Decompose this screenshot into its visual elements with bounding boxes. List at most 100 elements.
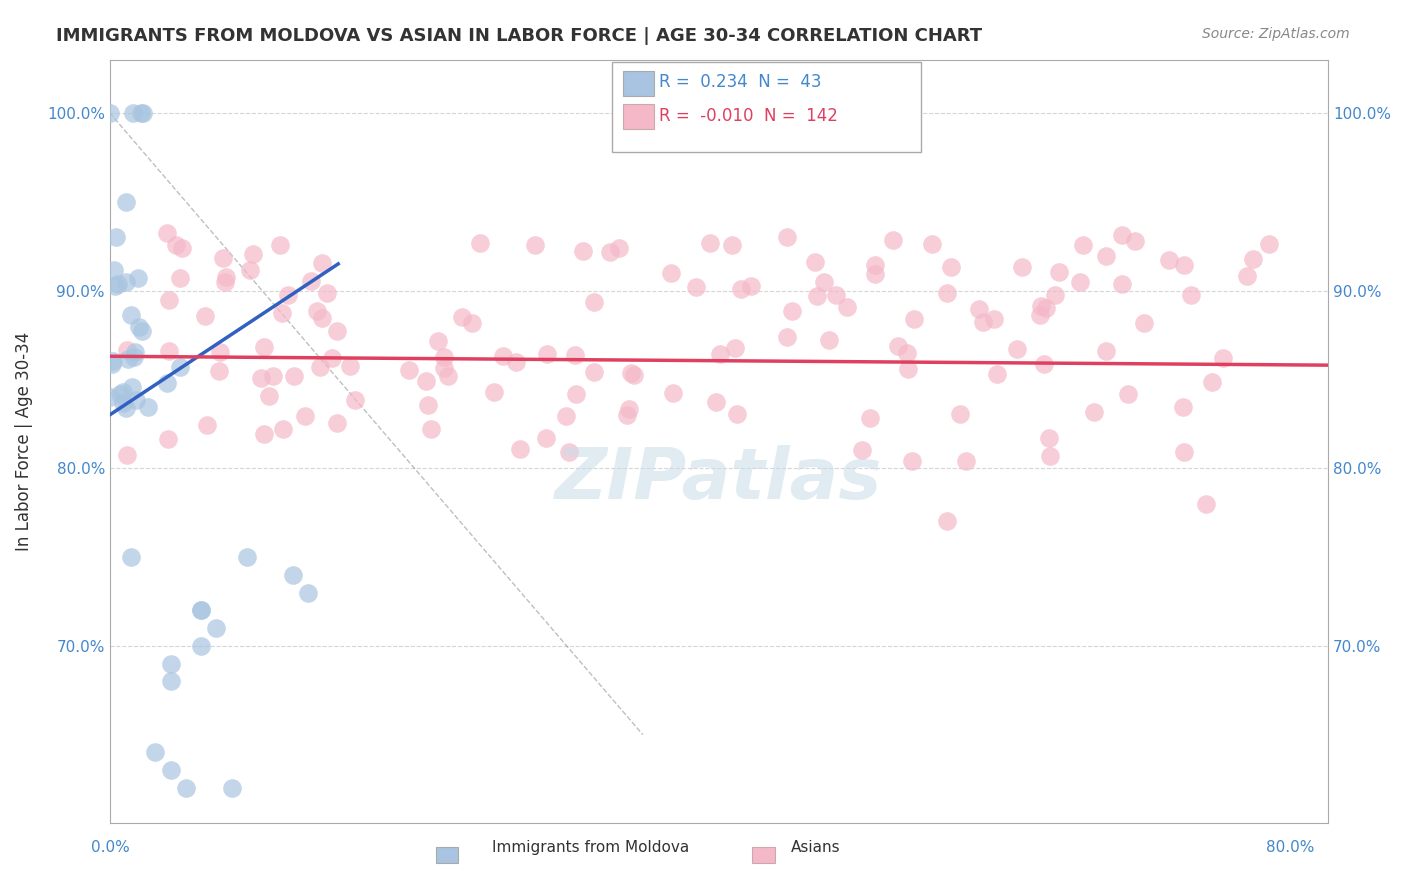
Point [104, 279, 127, 293]
Point [776, 230, 799, 244]
Point [607, 241, 630, 255]
Point [124, 345, 146, 359]
Point [398, 362, 420, 376]
Point [252, 427, 274, 442]
Point [114, 194, 136, 209]
Point [936, 515, 959, 529]
Point [620, 366, 643, 380]
Point [730, 282, 752, 296]
Text: Source: ZipAtlas.com: Source: ZipAtlas.com [1202, 27, 1350, 41]
Point [433, 350, 456, 364]
Point [1173, 445, 1195, 459]
Point [1212, 351, 1234, 365]
Point [863, 268, 886, 282]
Point [208, 345, 231, 359]
Point [1035, 301, 1057, 315]
Point [205, 621, 228, 635]
Point [1173, 258, 1195, 272]
Point [172, 242, 194, 256]
Point [972, 314, 994, 328]
Point [1123, 234, 1146, 248]
Point [415, 374, 437, 388]
Point [859, 410, 882, 425]
Point [437, 369, 460, 384]
Point [817, 333, 839, 347]
Point [1073, 238, 1095, 252]
Point [565, 386, 588, 401]
Point [326, 416, 349, 430]
Point [339, 359, 361, 373]
Point [101, 357, 124, 371]
Point [903, 312, 925, 326]
Point [121, 380, 143, 394]
Point [281, 567, 304, 582]
Point [983, 311, 1005, 326]
Point [699, 235, 721, 250]
Point [156, 433, 179, 447]
Point [1011, 260, 1033, 274]
Point [132, 106, 155, 120]
Point [492, 349, 515, 363]
Point [311, 310, 333, 325]
Point [851, 443, 873, 458]
Point [1069, 275, 1091, 289]
Point [461, 316, 484, 330]
Text: R =  -0.010  N =  142: R = -0.010 N = 142 [659, 107, 838, 125]
Point [523, 237, 546, 252]
Point [110, 387, 132, 401]
Point [309, 360, 332, 375]
Point [509, 442, 531, 456]
Point [725, 408, 748, 422]
Point [194, 310, 217, 324]
Point [159, 657, 181, 671]
Point [145, 746, 167, 760]
Point [616, 408, 638, 422]
Point [115, 276, 138, 290]
Point [901, 454, 924, 468]
Point [159, 674, 181, 689]
Point [740, 278, 762, 293]
Point [1111, 277, 1133, 292]
Point [111, 396, 134, 410]
Point [619, 402, 641, 417]
Point [955, 454, 977, 468]
Point [159, 763, 181, 777]
Point [270, 306, 292, 320]
Point [1007, 342, 1029, 356]
Point [1038, 431, 1060, 445]
Point [564, 348, 586, 362]
Point [1043, 288, 1066, 302]
Point [706, 394, 728, 409]
Point [321, 351, 343, 365]
Point [583, 365, 606, 379]
Point [1029, 308, 1052, 322]
Point [169, 270, 191, 285]
Point [195, 417, 218, 432]
Point [804, 255, 827, 269]
Point [1157, 252, 1180, 267]
Point [921, 236, 943, 251]
Point [125, 393, 148, 408]
Text: Immigrants from Moldova: Immigrants from Moldova [492, 840, 689, 855]
Point [806, 289, 828, 303]
Point [156, 226, 179, 240]
Point [127, 271, 149, 285]
Point [253, 340, 276, 354]
Point [269, 238, 291, 252]
Point [169, 359, 191, 374]
Point [623, 368, 645, 383]
Point [128, 320, 150, 334]
Point [1118, 387, 1140, 401]
Point [433, 360, 456, 375]
Point [724, 342, 747, 356]
Point [1257, 237, 1279, 252]
Point [599, 244, 621, 259]
Point [112, 384, 135, 399]
Point [1094, 344, 1116, 359]
Point [1032, 357, 1054, 371]
Point [1241, 252, 1264, 266]
Point [967, 301, 990, 316]
Point [107, 277, 129, 291]
Point [776, 330, 799, 344]
Point [505, 355, 527, 369]
